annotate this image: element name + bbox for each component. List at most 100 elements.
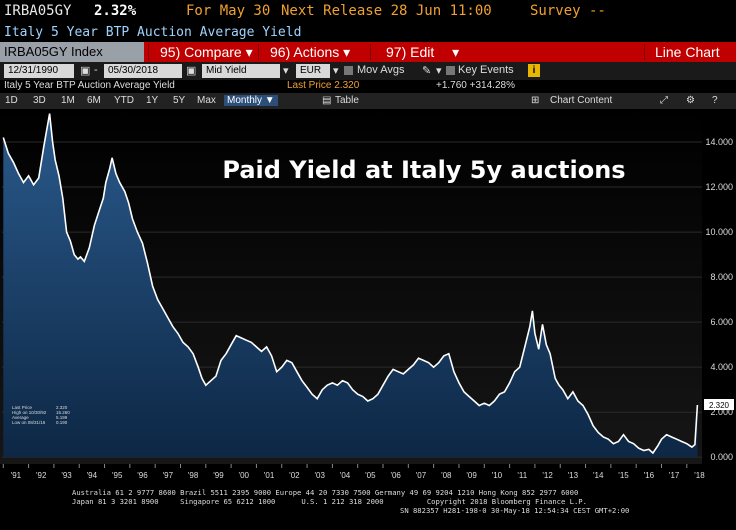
security-title: Italy 5 Year BTP Auction Average Yield: [4, 25, 302, 40]
last-value-label: 2.320: [709, 401, 730, 410]
period-3d[interactable]: 3D: [33, 95, 46, 106]
y-tick-label: 12.000: [705, 182, 733, 192]
period-5y[interactable]: 5Y: [173, 95, 186, 106]
calendar-icon[interactable]: ▣: [186, 65, 197, 77]
survey: Survey --: [530, 3, 606, 19]
key-events-label: Key Events: [458, 64, 514, 76]
end-date-field[interactable]: 05/30/2018: [104, 64, 182, 78]
price-change: +1.760 +314.28%: [436, 80, 515, 91]
currency-select[interactable]: EUR: [296, 64, 330, 78]
settings-icon[interactable]: ⚙: [686, 95, 695, 106]
x-tick-label: '91: [11, 471, 22, 480]
x-tick-label: '08: [441, 471, 452, 480]
x-tick-label: '94: [87, 471, 98, 480]
y-tick-label: 8.000: [710, 272, 733, 282]
date-separator: -: [94, 64, 98, 76]
y-tick-label: 14.000: [705, 137, 733, 147]
x-tick-label: '09: [466, 471, 477, 480]
series-line: [2, 113, 699, 455]
x-tick-label: '13: [568, 471, 579, 480]
last-value-marker: 2.320: [704, 399, 734, 411]
table-icon[interactable]: ▤: [322, 95, 332, 106]
footer: Australia 61 2 9777 8600 Brazil 5511 239…: [0, 486, 736, 530]
actions-button[interactable]: 96) Actions ▾: [270, 44, 351, 60]
x-tick-label: '02: [289, 471, 300, 480]
mov-avgs-label: Mov Avgs: [357, 64, 405, 76]
frequency-select[interactable]: Monthly ▼: [224, 95, 278, 106]
x-tick-label: '96: [137, 471, 148, 480]
info-icon[interactable]: i: [528, 64, 540, 77]
y-tick-label: 4.000: [710, 362, 733, 372]
legend-label: Low on 08/31/16: [12, 420, 46, 425]
chart-annotation: Paid Yield at Italy 5y auctions: [222, 156, 625, 184]
x-tick-label: '95: [112, 471, 123, 480]
legend-value: 2.320: [56, 405, 68, 410]
key-events-checkbox[interactable]: [446, 66, 455, 75]
legend: Last Price 2.320 High on 10/30/92 15.260…: [12, 405, 70, 425]
footer-contacts: Australia 61 2 9777 8600 Brazil 5511 239…: [72, 488, 579, 497]
footer-contacts-2: Japan 81 3 3201 8900 Singapore 65 6212 1…: [72, 497, 587, 506]
mov-avgs-checkbox[interactable]: [344, 66, 353, 75]
x-tick-label: '00: [239, 471, 250, 480]
x-tick-label: '92: [36, 471, 47, 480]
footer-session: SN 882357 H281-198-0 30-May-18 12:54:34 …: [400, 506, 630, 515]
period-6m[interactable]: 6M: [87, 95, 101, 106]
period-bar: 1D 3D 1M 6M YTD 1Y 5Y Max Monthly ▼ ▤ Ta…: [0, 93, 736, 109]
x-tick-label: '97: [163, 471, 174, 480]
ticker-bar: IRBA05GY 2.32% For May 30 Next Release 2…: [0, 0, 736, 24]
legend-value: 5.199: [56, 415, 68, 420]
chevron-down-icon[interactable]: ▾: [283, 65, 289, 77]
x-tick-label: '12: [542, 471, 553, 480]
x-tick-label: '18: [694, 471, 705, 480]
chart: 0.000 2.000 4.000 6.000 8.000 10.000 12.000 14.…: [0, 109, 734, 480]
x-tick-label: '15: [618, 471, 629, 480]
table-button[interactable]: Table: [335, 95, 359, 106]
last-price: Last Price 2.320: [287, 80, 360, 91]
compare-button[interactable]: 95) Compare ▾: [160, 44, 253, 60]
x-tick-label: '07: [416, 471, 427, 480]
legend-label: Average: [12, 415, 29, 420]
x-tick-label: '03: [315, 471, 326, 480]
security-field[interactable]: IRBA05GY Index: [0, 42, 144, 62]
pencil-icon[interactable]: ✎: [422, 65, 432, 77]
period-ytd[interactable]: YTD: [114, 95, 134, 106]
field-select[interactable]: Mid Yield: [202, 64, 280, 78]
y-tick-label: 10.000: [705, 227, 733, 237]
y-tick-label: 0.000: [710, 452, 733, 462]
x-tick-label: '10: [492, 471, 503, 480]
period-1m[interactable]: 1M: [61, 95, 75, 106]
chevron-down-icon[interactable]: ▾: [333, 65, 339, 77]
x-tick-label: '01: [264, 471, 275, 480]
x-tick-label: '06: [390, 471, 401, 480]
series-name: Italy 5 Year BTP Auction Average Yield: [4, 80, 175, 91]
for-date: For May 30: [186, 3, 271, 19]
ticker-value: 2.32%: [94, 3, 137, 19]
x-axis: '91 '92 '93 '94 '95 '96 '97 '98 '99 '00 '01 '02 '03 '…: [2, 464, 705, 480]
period-1d[interactable]: 1D: [5, 95, 18, 106]
chart-content-icon[interactable]: ⊞: [531, 95, 540, 106]
x-tick-label: '93: [61, 471, 72, 480]
y-axis: 0.000 2.000 4.000 6.000 8.000 10.000 12.000 14.…: [705, 137, 733, 462]
expand-icon[interactable]: ⤢: [660, 95, 668, 106]
legend-label: High on 10/30/92: [12, 410, 47, 415]
ticker-symbol: IRBA05GY: [4, 3, 72, 19]
x-tick-label: '17: [669, 471, 680, 480]
next-release: Next Release 28 Jun 11:00: [281, 3, 492, 19]
y-tick-label: 6.000: [710, 317, 733, 327]
period-1y[interactable]: 1Y: [146, 95, 159, 106]
chart-type-label[interactable]: Line Chart: [655, 44, 720, 60]
chart-subtitle-bar: Italy 5 Year BTP Auction Average Yield L…: [0, 80, 736, 93]
chart-content-button[interactable]: Chart Content: [550, 95, 613, 106]
chevron-down-icon[interactable]: ▾: [436, 65, 442, 77]
legend-value: 15.260: [56, 410, 70, 415]
period-max[interactable]: Max: [197, 95, 216, 106]
edit-button[interactable]: 97) Edit ▾: [386, 44, 460, 60]
help-icon[interactable]: ?: [712, 95, 718, 106]
chevron-down-icon: ▾: [343, 44, 351, 60]
x-tick-label: '99: [213, 471, 224, 480]
x-tick-label: '11: [517, 471, 527, 480]
chevron-down-icon: ▼: [264, 95, 275, 106]
calendar-icon[interactable]: ▣: [80, 65, 91, 77]
start-date-field[interactable]: 12/31/1990: [4, 64, 74, 78]
chevron-down-icon: ▾: [452, 44, 460, 60]
